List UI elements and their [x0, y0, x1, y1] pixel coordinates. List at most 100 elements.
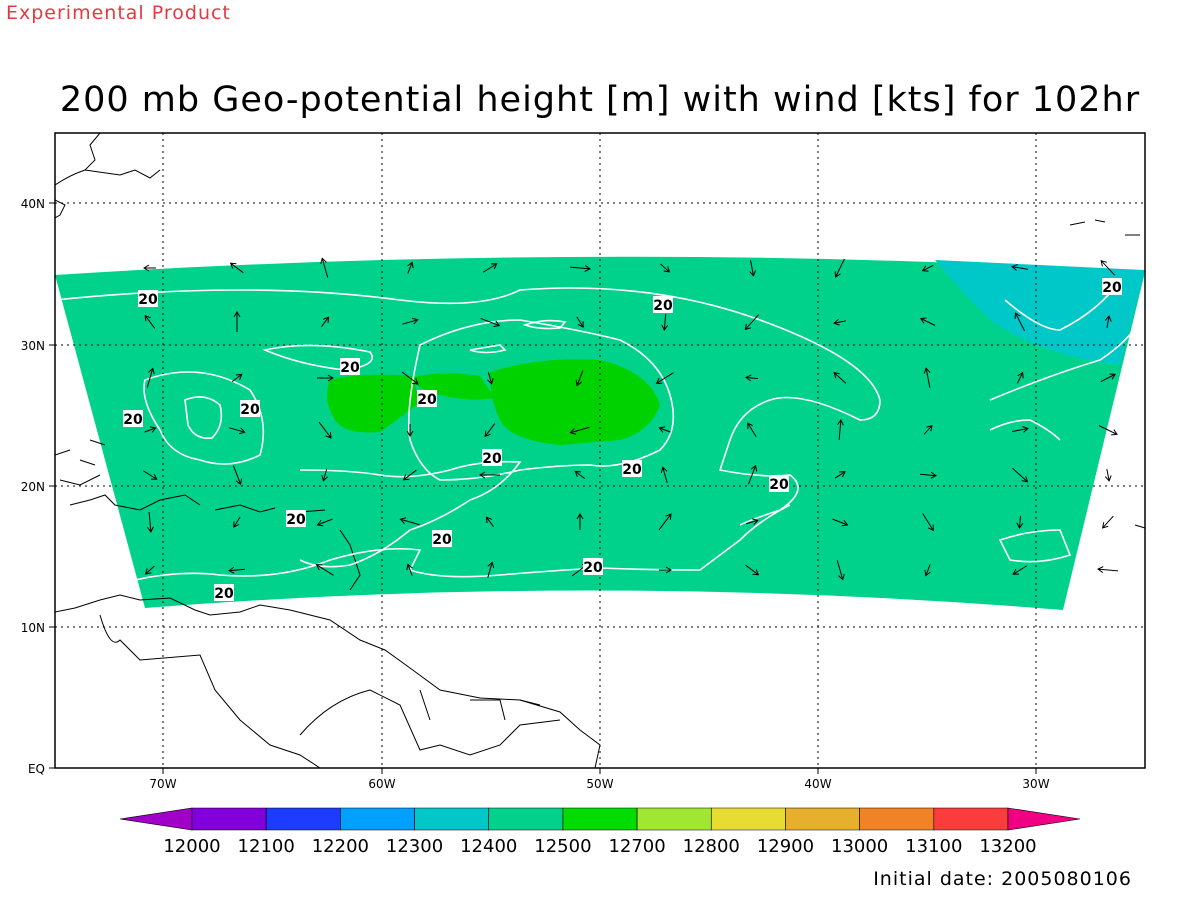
colorbar-box [785, 807, 860, 831]
wind-arrow [144, 426, 157, 433]
wind-arrow [1098, 425, 1118, 436]
colorbar-low-arrow [119, 807, 193, 831]
colorbar: 12000 12100 12200 12300 12400 12500 12700 12800… [119, 807, 1081, 857]
svg-text:20: 20 [432, 532, 452, 548]
wind-arrow [833, 318, 846, 326]
colorbar-label: 12400 [460, 836, 517, 857]
colorbar-label: 13200 [979, 836, 1036, 857]
colorbar-high-arrow [1007, 807, 1081, 831]
wind-vectors [142, 257, 1119, 581]
wind-arrow [745, 374, 759, 382]
wind-arrow [1104, 469, 1112, 482]
contour-label: 20 [653, 296, 673, 314]
wind-arrow [837, 419, 844, 441]
wind-arrow [317, 374, 334, 382]
contour-label: 20 [417, 390, 437, 408]
initial-date-label: Initial date: 2005080106 [873, 868, 1132, 890]
svg-text:20: 20 [769, 477, 789, 493]
wind-arrow [1100, 373, 1116, 383]
wind-arrow [834, 258, 845, 278]
colorbar-box [636, 807, 712, 831]
svg-text:20: 20 [622, 462, 642, 478]
coast-florida-bahamas [55, 439, 106, 486]
colorbar-label: 13000 [831, 836, 888, 857]
height-fill-12300 [935, 260, 1145, 365]
wind-arrow [480, 317, 501, 328]
wind-arrow [1097, 566, 1119, 573]
svg-text:20: 20 [240, 402, 260, 418]
wind-arrow [1011, 264, 1028, 271]
wind-arrow [485, 516, 495, 528]
height-fill-12500-west [326, 374, 420, 433]
lon-label-50w: 50W [586, 777, 613, 791]
height-fill-12500-mid [410, 373, 495, 400]
colorbar-box [414, 807, 490, 831]
map-plot-area [55, 133, 1145, 768]
wind-arrow [745, 564, 760, 576]
wind-arrow [660, 263, 671, 273]
colorbar-box [859, 807, 935, 831]
lon-label-60w: 60W [368, 777, 395, 791]
lon-label-30w: 30W [1022, 777, 1049, 791]
svg-text:20: 20 [482, 451, 502, 467]
lat-label-30n: 30N [21, 339, 45, 353]
wind-arrow [233, 311, 241, 332]
wind-arrow [1104, 315, 1112, 328]
wind-arrow [924, 564, 931, 577]
svg-text:20: 20 [340, 360, 360, 376]
wind-arrow [318, 421, 332, 439]
wind-arrow [744, 314, 760, 331]
wind-arrow [479, 471, 500, 479]
wind-arrow [142, 470, 158, 480]
lon-label-40w: 40W [804, 777, 831, 791]
wind-arrow [921, 264, 934, 272]
wind-arrow [659, 566, 672, 574]
wind-arrow [484, 423, 496, 438]
colorbar-box [562, 807, 638, 831]
coast-antilles [69, 494, 361, 591]
lat-label-eq: EQ [28, 762, 45, 776]
colorbar-label: 12200 [312, 836, 369, 857]
colorbar-box [710, 807, 786, 831]
contour-label: 20 [123, 410, 143, 428]
wind-arrow [231, 373, 243, 383]
contour-label: 20 [138, 290, 158, 308]
colorbar-label: 12700 [608, 836, 665, 857]
wind-arrow [576, 316, 584, 328]
wind-arrow [575, 370, 584, 387]
wind-arrow [147, 511, 154, 533]
colorbar-label: 12800 [683, 836, 740, 857]
colorbar-box [191, 807, 267, 831]
plot-title: 200 mb Geo-potential height [m] with win… [59, 80, 1141, 120]
axis-ticks [49, 202, 1037, 774]
wind-arrow [832, 518, 849, 527]
wind-arrow [406, 563, 413, 576]
wind-arrow [922, 513, 934, 532]
wind-arrow [834, 471, 846, 479]
lat-label-10n: 10N [21, 621, 45, 635]
contour-label: 20 [214, 584, 234, 602]
wind-arrow [233, 516, 241, 528]
wind-arrow [407, 261, 414, 274]
coast-northeast-us [55, 133, 161, 219]
svg-text:20: 20 [123, 412, 143, 428]
colorbar-box [933, 807, 1009, 831]
colorbar-label: 12900 [757, 836, 814, 857]
wind-arrow [661, 313, 669, 331]
contour-label: 20 [583, 558, 603, 576]
wind-arrow [658, 426, 671, 433]
wind-arrow [229, 262, 244, 274]
wind-arrow [1101, 515, 1114, 529]
wind-arrow [399, 517, 420, 526]
wind-arrow [655, 372, 674, 384]
svg-text:20: 20 [417, 392, 437, 408]
wind-arrow [919, 317, 936, 326]
coast-azores [1069, 219, 1145, 529]
colorbar-label: 12300 [386, 836, 443, 857]
wind-arrow [836, 560, 845, 581]
wind-arrow [574, 470, 586, 480]
wind-arrow [833, 371, 847, 384]
wind-arrow [1012, 467, 1029, 483]
wind-arrow [1100, 259, 1116, 276]
